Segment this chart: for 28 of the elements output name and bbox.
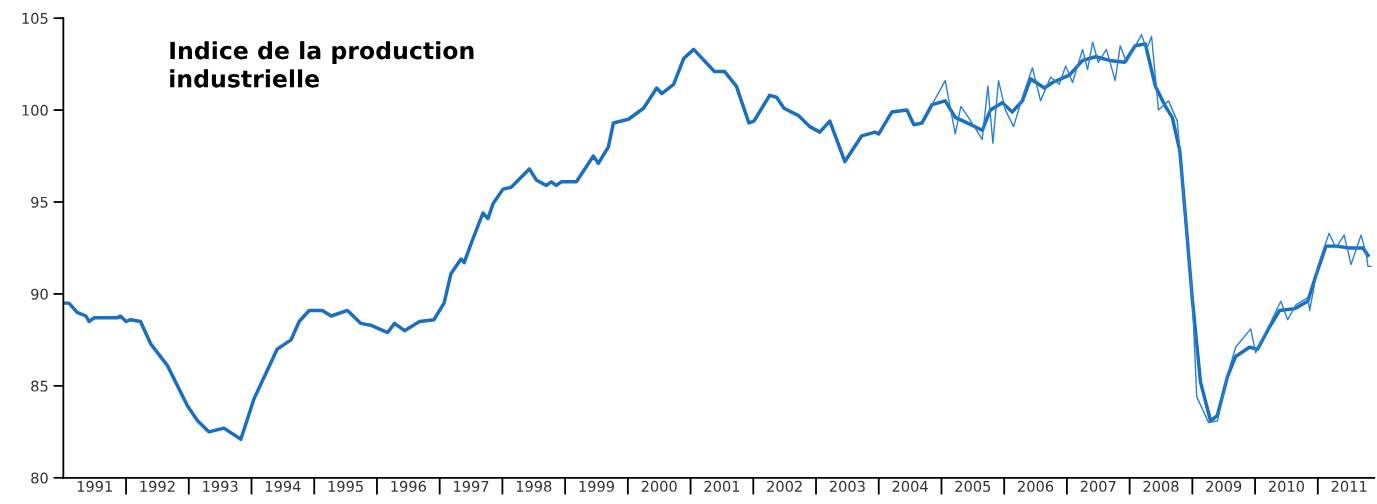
x-tick-label: 2009 bbox=[1206, 480, 1242, 492]
y-tick-label: 95 bbox=[31, 196, 48, 208]
x-tick-label: 2010 bbox=[1268, 480, 1305, 492]
x-tick-label: 1999 bbox=[579, 480, 615, 492]
x-tick-label: 1993 bbox=[203, 480, 238, 492]
x-tick-label: 2006 bbox=[1018, 480, 1054, 492]
x-tick-label: 2011 bbox=[1331, 480, 1367, 492]
x-tick-label: 2008 bbox=[1143, 480, 1179, 492]
x-tick-label: 1992 bbox=[140, 480, 175, 492]
x-tick-label: 2002 bbox=[767, 480, 802, 492]
y-tick-label: 100 bbox=[22, 104, 48, 116]
x-tick-label: 1995 bbox=[328, 480, 363, 492]
y-tick-label: 85 bbox=[31, 380, 48, 392]
x-tick-label: 2005 bbox=[955, 480, 991, 492]
y-tick-label: 105 bbox=[22, 12, 48, 24]
y-tick-label: 80 bbox=[31, 472, 48, 484]
x-tick-label: 2000 bbox=[641, 480, 677, 492]
x-tick-label: 2003 bbox=[829, 480, 865, 492]
x-tick-label: 1996 bbox=[391, 480, 426, 492]
x-tick-label: 2004 bbox=[892, 480, 928, 492]
text: Indice de la production industrielle bbox=[170, 41, 474, 88]
x-tick-label: 1991 bbox=[77, 480, 112, 492]
x-tick-label: 2007 bbox=[1080, 480, 1116, 492]
y-tick-label: 90 bbox=[31, 288, 48, 300]
x-tick-label: 1997 bbox=[454, 480, 489, 492]
x-tick-label: 2001 bbox=[704, 480, 740, 492]
x-tick-label: 1998 bbox=[516, 480, 552, 492]
x-tick-label: 1994 bbox=[265, 480, 301, 492]
